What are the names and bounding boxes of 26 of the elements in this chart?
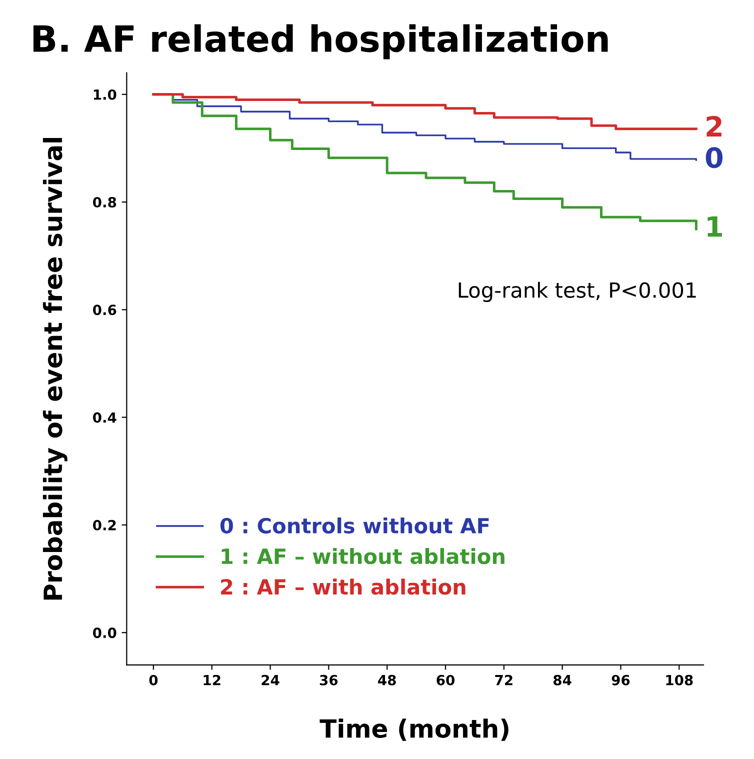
chart-title: B. AF related hospitalization xyxy=(33,24,608,60)
y-tick-label: 0.4 xyxy=(93,412,116,423)
x-tick-label: 48 xyxy=(378,674,396,686)
legend-label: 2 : AF – with ablation xyxy=(221,578,466,595)
y-tick-label: 0.6 xyxy=(93,304,116,316)
x-tick-label: 108 xyxy=(666,674,693,686)
x-tick-label: 60 xyxy=(436,674,454,686)
text: 0 xyxy=(706,147,723,168)
y-axis-title: Probability of event free survival xyxy=(42,138,68,600)
x-tick-label: 72 xyxy=(495,674,512,686)
x-tick-label: 96 xyxy=(612,674,630,686)
annotation: Log-rank test, P<0.001 xyxy=(458,282,696,302)
x-tick-label: 36 xyxy=(320,674,338,686)
x-tick-label: 84 xyxy=(554,674,572,686)
x-tick-label: 0 xyxy=(149,674,158,686)
legend-label: 1 : AF – without ablation xyxy=(222,548,504,564)
y-tick-label: 1.0 xyxy=(94,89,116,100)
text: 1 xyxy=(708,216,722,237)
x-tick-label: 24 xyxy=(262,674,280,686)
y-tick-label: 0.8 xyxy=(93,197,116,208)
legend-label: 0 : Controls without AF xyxy=(220,517,489,534)
y-tick-label: 0.0 xyxy=(93,628,116,638)
y-tick-label: 0.2 xyxy=(93,520,116,530)
x-tick-label: 12 xyxy=(204,674,220,686)
x-axis-title: Time (month) xyxy=(320,718,508,741)
text: 2 xyxy=(706,116,722,136)
